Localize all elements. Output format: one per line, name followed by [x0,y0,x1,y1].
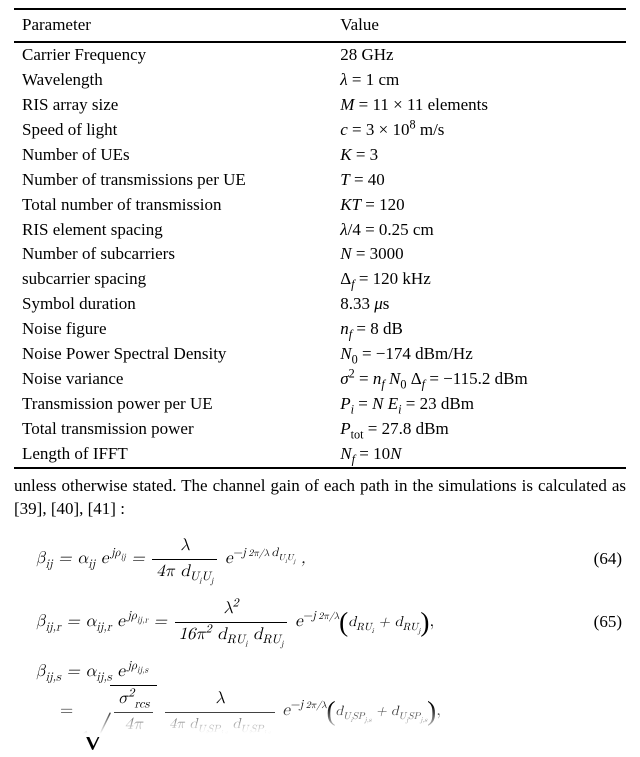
value-cell: λ = 1 cm [332,68,626,93]
eq65-frac-num: λ2 [175,598,288,623]
eq66-paren: dUiSPj,s + dUjSPj,s [336,702,428,721]
param-cell: Wavelength [14,68,332,93]
value-cell: c = 3 × 108 m/s [332,118,626,143]
eq64-exp: e−j 2π/λ dUiUj , [225,548,306,571]
eq64-fraction: λ 4π dUiUj [152,535,217,584]
equation-64: βij = αij e jρij = λ 4π dUiUj e−j 2π/λ d… [14,535,626,584]
table-row: Total number of transmissionKT = 120 [14,193,626,218]
table-row: RIS array sizeM = 11 × 11 elements [14,93,626,118]
eq66-frac-num: λ [165,688,275,713]
eq66-fraction: λ 4π dUiSPj,s dUjSPj,s [165,688,275,734]
value-cell: T = 40 [332,168,626,193]
table-row: Number of subcarriersN = 3000 [14,242,626,267]
table-row: Length of IFFTNf = 10N [14,442,626,468]
param-cell: Number of subcarriers [14,242,332,267]
equation-66-line1: βij,s = αij,s e jρij,s [14,661,626,684]
eq65-tail: , [429,611,434,634]
param-cell: Symbol duration [14,292,332,317]
value-cell: N0 = −174 dBm/Hz [332,342,626,367]
param-cell: Carrier Frequency [14,42,332,68]
table-row: RIS element spacingλ/4 = 0.25 cm [14,218,626,243]
param-cell: Number of transmissions per UE [14,168,332,193]
eq65-fraction: λ2 16π2 dRUi dRUj [175,598,288,647]
table-row: Noise Power Spectral DensityN0 = −174 dB… [14,342,626,367]
eq66-frac-den: 4π dUiSPj,s dUjSPj,s [165,713,275,734]
value-cell: N = 3000 [332,242,626,267]
col-header-parameter: Parameter [14,9,332,42]
value-cell: KT = 120 [332,193,626,218]
eq66-sqrt-den: 4π [114,713,153,737]
param-cell: Noise figure [14,317,332,342]
equation-66-line2: = √ σ2rcs 4π λ 4π dUiSPj,s dUjSPj,s e−j … [14,685,626,737]
eq66-line1: βij,s = αij,s e jρij,s [36,661,148,684]
value-cell: σ2 = nf N0 Δf = −115.2 dBm [332,367,626,392]
eq65-number: (65) [594,611,626,634]
eq64-lhs: βij = αij e jρij = [36,548,145,571]
table-row: Total transmission powerPtot = 27.8 dBm [14,417,626,442]
table-row: Noise varianceσ2 = nf N0 Δf = −115.2 dBm [14,367,626,392]
param-cell: RIS array size [14,93,332,118]
table-row: Noise figurenf = 8 dB [14,317,626,342]
eq65-exp: e−j 2π/λ [295,611,339,634]
table-row: Transmission power per UEPi = N Ei = 23 … [14,392,626,417]
param-cell: Total number of transmission [14,193,332,218]
eq65-frac-den: 16π2 dRUi dRUj [175,623,288,647]
value-cell: Δf = 120 kHz [332,267,626,292]
param-cell: Transmission power per UE [14,392,332,417]
value-cell: Ptot = 27.8 dBm [332,417,626,442]
param-cell: Length of IFFT [14,442,332,468]
value-cell: 8.33 μs [332,292,626,317]
param-cell: Noise Power Spectral Density [14,342,332,367]
eq66-tail: , [436,700,441,723]
parameters-table: Parameter Value Carrier Frequency28 GHzW… [14,8,626,469]
table-row: Speed of lightc = 3 × 108 m/s [14,118,626,143]
value-cell: M = 11 × 11 elements [332,93,626,118]
param-cell: RIS element spacing [14,218,332,243]
param-cell: Speed of light [14,118,332,143]
table-row: Symbol duration8.33 μs [14,292,626,317]
table-body: Carrier Frequency28 GHzWavelengthλ = 1 c… [14,42,626,468]
eq64-frac-den: 4π dUiUj [152,560,217,584]
value-cell: Pi = N Ei = 23 dBm [332,392,626,417]
eq65-paren: dRUi + dRUj [348,612,420,632]
value-cell: 28 GHz [332,42,626,68]
table-row: Wavelengthλ = 1 cm [14,68,626,93]
table-row: Carrier Frequency28 GHz [14,42,626,68]
col-header-value: Value [332,9,626,42]
eq64-number: (64) [594,548,626,571]
param-cell: Noise variance [14,367,332,392]
eq66-sqrt-num: σ2rcs [114,688,153,713]
value-cell: Nf = 10N [332,442,626,468]
equation-65: βij,r = αij,r e jρij,r = λ2 16π2 dRUi dR… [14,598,626,647]
eq65-lhs: βij,r = αij,r e jρij,r = [36,611,167,634]
page: Parameter Value Carrier Frequency28 GHzW… [0,8,640,737]
table-row: subcarrier spacingΔf = 120 kHz [14,267,626,292]
table-row: Number of transmissions per UET = 40 [14,168,626,193]
eq64-frac-num: λ [152,535,217,560]
table-row: Number of UEsK = 3 [14,143,626,168]
value-cell: λ/4 = 0.25 cm [332,218,626,243]
param-cell: subcarrier spacing [14,267,332,292]
eq66-exp: e−j 2π/λ [282,700,326,723]
value-cell: K = 3 [332,143,626,168]
param-cell: Number of UEs [14,143,332,168]
value-cell: nf = 8 dB [332,317,626,342]
param-cell: Total transmission power [14,417,332,442]
eq66-equals: = [60,700,73,723]
sqrt-icon: √ σ2rcs 4π [79,685,158,737]
body-paragraph: unless otherwise stated. The channel gai… [14,475,626,521]
